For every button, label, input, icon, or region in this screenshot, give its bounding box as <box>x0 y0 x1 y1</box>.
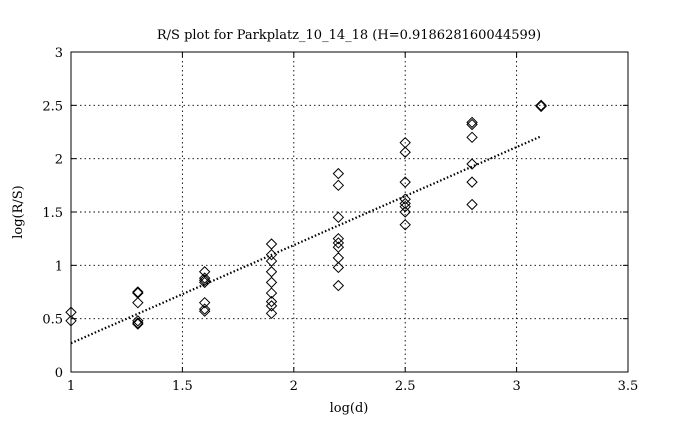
data-point <box>65 306 77 318</box>
data-point <box>332 232 345 245</box>
data-point <box>399 206 411 218</box>
data-point <box>466 158 478 170</box>
data-point <box>132 315 144 327</box>
data-point <box>535 99 547 112</box>
data-point <box>265 248 278 261</box>
y-tick-label: 0.5 <box>42 313 63 328</box>
data-point <box>132 296 144 309</box>
data-point <box>265 300 278 312</box>
data-point <box>198 274 211 286</box>
data-point <box>132 317 144 329</box>
y-tick-label: 3 <box>55 46 63 61</box>
data-point <box>399 176 411 188</box>
data-point <box>332 179 345 192</box>
data-point <box>332 261 345 274</box>
data-point <box>399 197 411 210</box>
data-point <box>198 296 211 309</box>
x-tick-label: 3 <box>512 379 520 394</box>
y-tick-label: 0 <box>55 366 63 381</box>
data-point <box>332 211 345 224</box>
chart-title: R/S plot for Parkplatz_10_14_18 (H=0.918… <box>157 28 541 43</box>
data-point <box>399 193 411 205</box>
data-point <box>198 272 211 284</box>
ticks <box>70 51 629 373</box>
x-tick-label: 2.5 <box>395 379 416 394</box>
y-tick-label: 1 <box>55 259 63 274</box>
data-point <box>265 295 278 308</box>
x-tick-label: 1.5 <box>172 379 193 394</box>
data-point <box>265 307 278 320</box>
data-point <box>466 116 478 129</box>
data-point <box>466 118 478 131</box>
data-point <box>399 219 411 231</box>
data-point <box>332 167 345 180</box>
data-point <box>535 100 547 113</box>
data-point <box>466 176 478 188</box>
data-point <box>65 315 77 327</box>
y-tick-label: 2 <box>55 153 63 168</box>
x-axis-label: log(d) <box>330 401 369 416</box>
data-point <box>399 146 411 158</box>
x-tick-label: 3.5 <box>618 379 639 394</box>
data-point <box>466 198 478 211</box>
data-point <box>198 303 211 315</box>
grid <box>71 52 628 372</box>
y-tick-label: 2.5 <box>42 99 63 114</box>
x-tick-label: 2 <box>290 379 298 394</box>
data-point <box>332 237 345 249</box>
data-point <box>332 279 345 292</box>
x-tick-labels: 1 1.5 2 2.5 3 3.5 <box>67 379 638 394</box>
data-point <box>466 131 478 144</box>
x-tick-label: 1 <box>67 379 75 394</box>
fit-line <box>70 135 542 345</box>
y-axis-label: log(R/S) <box>11 185 26 239</box>
data-point <box>198 276 211 289</box>
data-point <box>198 305 211 317</box>
data-points <box>65 99 547 330</box>
y-tick-labels: 0 0.5 1 1.5 2 2.5 3 <box>42 46 63 381</box>
data-point <box>132 318 144 330</box>
data-point <box>265 287 278 299</box>
data-point <box>399 200 411 213</box>
y-tick-label: 1.5 <box>42 206 63 221</box>
